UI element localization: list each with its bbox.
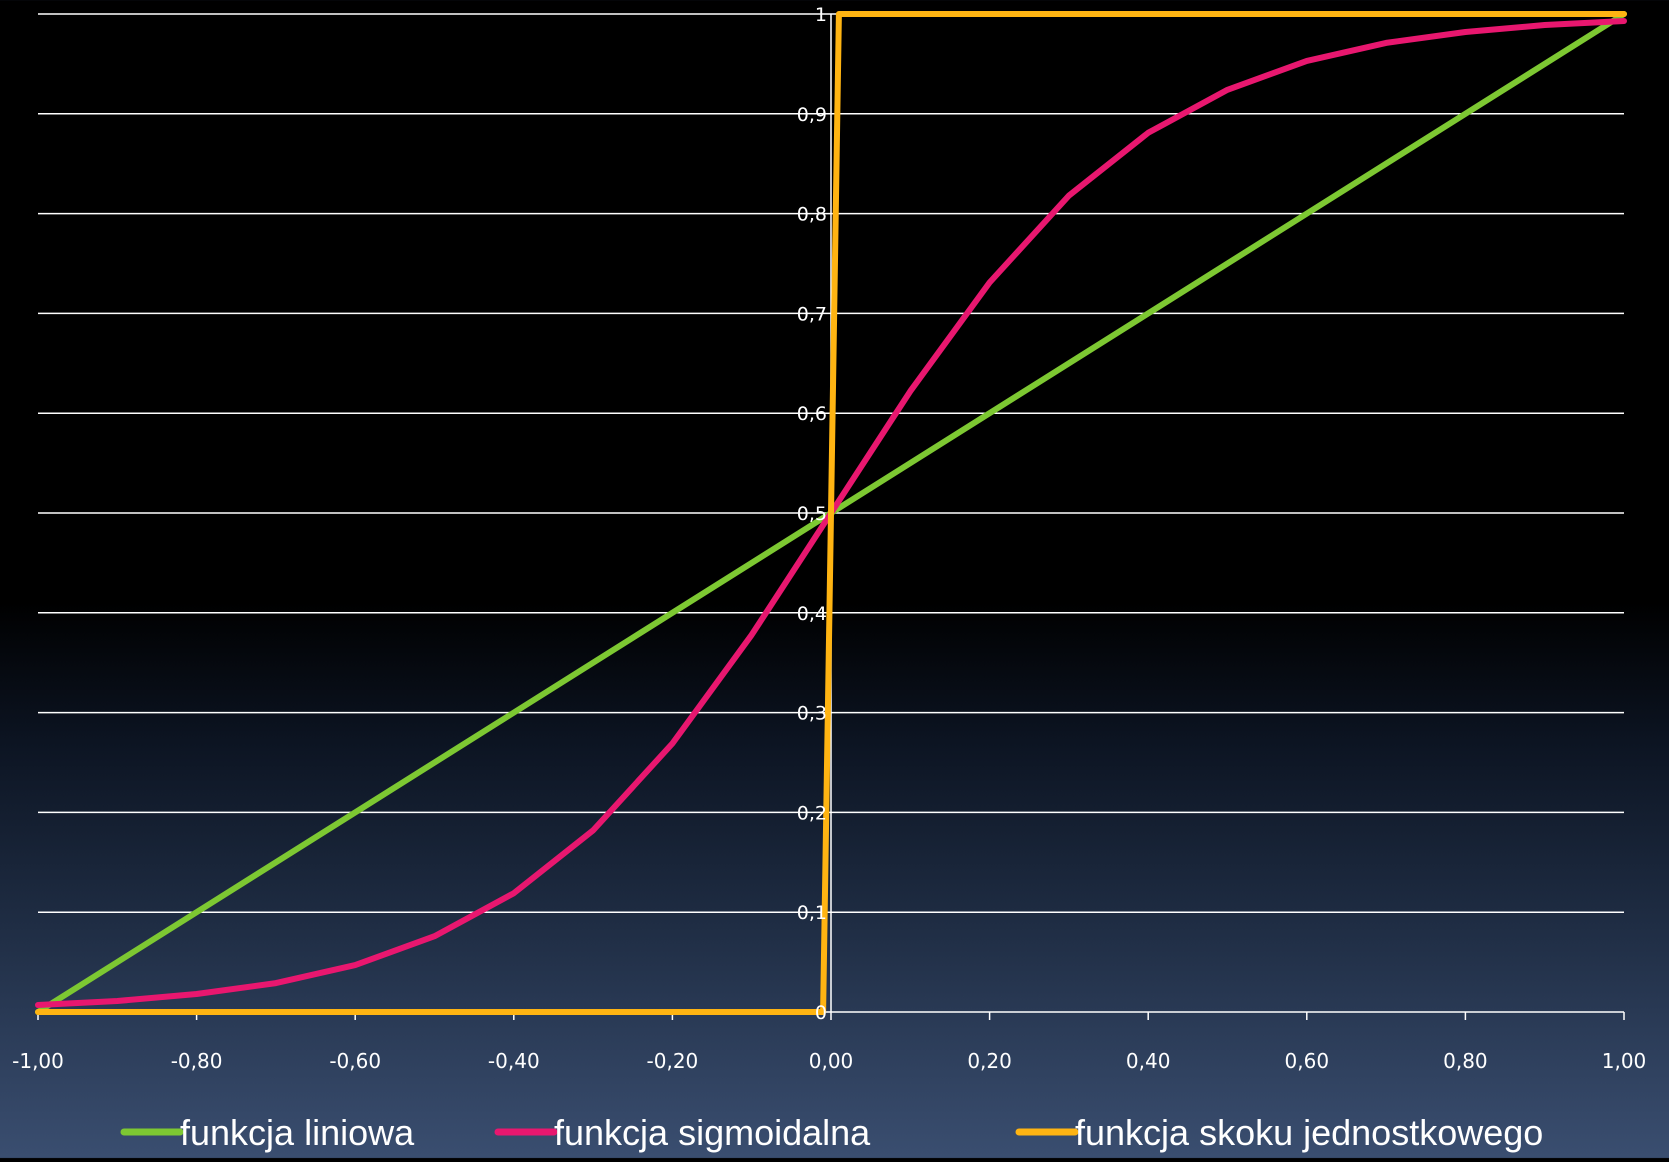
y-tick-label-10: 1 <box>815 4 827 26</box>
x-tick-label-5: 0,00 <box>809 1049 854 1073</box>
x-tick-label-6: 0,20 <box>967 1049 1012 1073</box>
x-tick-label-4: -0,20 <box>647 1049 699 1073</box>
series-lines <box>35 11 1627 1015</box>
x-tick-label-10: 1,00 <box>1602 1049 1647 1073</box>
y-tick-label-1: 0,1 <box>797 902 827 924</box>
legend-label-0: funkcja liniowa <box>180 1112 415 1153</box>
x-tick-label-0: -1,00 <box>12 1049 64 1073</box>
x-tick-label-1: -0,80 <box>171 1049 223 1073</box>
x-tick-label-9: 0,80 <box>1443 1049 1488 1073</box>
legend-label-1: funkcja sigmoidalna <box>554 1112 871 1153</box>
y-tick-label-2: 0,2 <box>797 802 827 824</box>
x-tick-label-7: 0,40 <box>1126 1049 1171 1073</box>
y-tick-label-0: 0 <box>815 1002 827 1024</box>
x-tick-labels: -1,00 -0,80 -0,60 -0,40 -0,20 0,00 0,20 0,40 0,6… <box>12 1049 1646 1073</box>
y-tick-labels: 0 0,1 0,2 0,3 0,4 0,5 0,6 0,7 0,8 0,9 1 <box>797 4 827 1024</box>
x-tick-label-2: -0,60 <box>329 1049 381 1073</box>
legend-label-2: funkcja skoku jednostkowego <box>1075 1112 1543 1153</box>
legend: funkcja liniowa funkcja sigmoidalna funkcj… <box>120 1112 1543 1153</box>
y-tick-label-6: 0,6 <box>797 403 827 425</box>
y-tick-label-4: 0,4 <box>797 603 827 625</box>
y-tick-label-8: 0,8 <box>797 204 827 226</box>
x-tick-label-3: -0,40 <box>488 1049 540 1073</box>
series-line-2 <box>35 11 1627 1015</box>
y-tick-label-3: 0,3 <box>797 703 827 725</box>
x-tick-label-8: 0,60 <box>1285 1049 1330 1073</box>
y-tick-label-7: 0,7 <box>797 303 827 325</box>
y-tick-label-9: 0,9 <box>797 104 827 126</box>
y-tick-label-5: 0,5 <box>797 503 827 525</box>
